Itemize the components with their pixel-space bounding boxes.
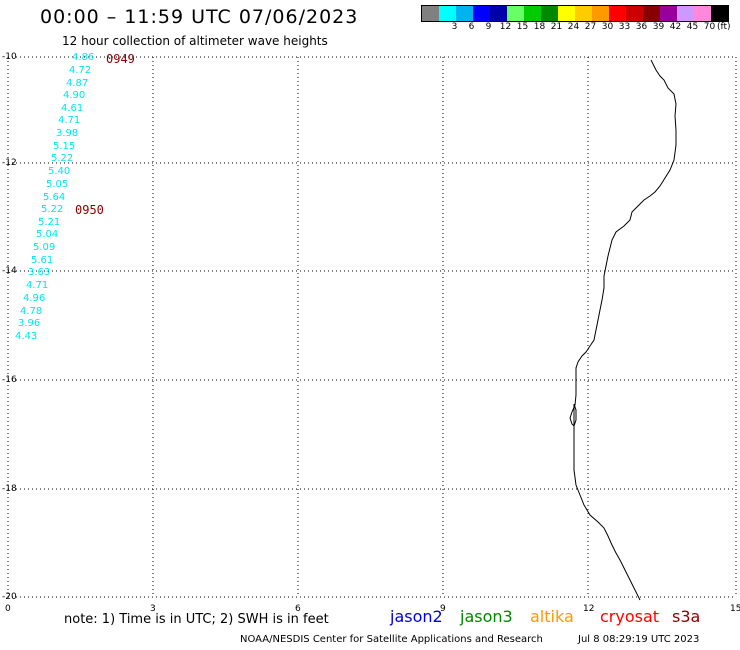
- wave-height-label: 5.09: [33, 242, 56, 253]
- color-scale-label: 12: [499, 22, 512, 32]
- color-scale-swatch: [643, 6, 660, 21]
- wave-height-label: 4.61: [61, 103, 84, 114]
- color-scale-swatch: [711, 6, 728, 21]
- map-title: 00:00 – 11:59 UTC 07/06/2023: [40, 6, 359, 28]
- x-label: 3: [150, 604, 156, 614]
- color-scale-swatch: [609, 6, 626, 21]
- color-scale-swatch: [677, 6, 694, 21]
- wave-height-label: 5.21: [38, 217, 61, 228]
- color-scale-label: 30: [601, 22, 614, 32]
- x-label: 0: [5, 604, 11, 614]
- color-scale-label: 39: [652, 22, 665, 32]
- satellite-legend-altika: altika: [530, 607, 574, 626]
- color-scale-label: 24: [567, 22, 580, 32]
- wave-height-label: 5.40: [48, 166, 71, 177]
- wave-height-label: 4.72: [69, 65, 92, 76]
- map-subtitle: 12 hour collection of altimeter wave hei…: [62, 34, 328, 48]
- color-scale-label: 6: [468, 22, 475, 32]
- wave-height-label: 4.90: [63, 90, 86, 101]
- color-scale-swatch: [439, 6, 456, 21]
- color-scale-swatch: [456, 6, 473, 21]
- credit-text: NOAA/NESDIS Center for Satellite Applica…: [240, 634, 543, 645]
- y-label: -12: [2, 158, 17, 168]
- color-scale-swatch: [507, 6, 524, 21]
- color-scale-swatch: [541, 6, 558, 21]
- grid-lines: [7, 56, 737, 598]
- color-scale-swatch: [558, 6, 575, 21]
- wave-height-label: 4.86: [72, 52, 95, 63]
- wave-height-label: 4.78: [20, 306, 43, 317]
- color-scale-swatch: [660, 6, 677, 21]
- wave-height-label: 3.96: [18, 318, 41, 329]
- wave-height-label: 5.05: [46, 179, 69, 190]
- color-scale-swatch: [422, 6, 439, 21]
- color-scale-label: 3: [451, 22, 458, 32]
- wave-height-label: 3.63: [28, 267, 51, 278]
- color-scale-swatch: [473, 6, 490, 21]
- y-label: -14: [2, 266, 17, 276]
- color-scale-label: 33: [618, 22, 631, 32]
- color-scale-swatch: [524, 6, 541, 21]
- color-scale-label: 15: [516, 22, 529, 32]
- pass-time-marker: 0949: [106, 52, 135, 66]
- wave-height-label: 5.64: [43, 192, 66, 203]
- color-scale-label: 45: [686, 22, 699, 32]
- x-label: 12: [583, 604, 595, 614]
- wave-height-label: 5.22: [41, 204, 64, 215]
- y-label: -10: [2, 52, 17, 62]
- color-scale-label: 27: [584, 22, 597, 32]
- color-scale-label: 70: [703, 22, 716, 32]
- pass-time-marker: 0950: [75, 203, 104, 217]
- color-scale-label: 9: [485, 22, 492, 32]
- color-scale-label: 42: [669, 22, 682, 32]
- color-scale-label: 36: [635, 22, 648, 32]
- y-label: -18: [2, 484, 17, 494]
- wave-height-label: 5.22: [51, 153, 74, 164]
- color-scale-swatch: [694, 6, 711, 21]
- color-scale-label: 18: [533, 22, 546, 32]
- wave-height-label: 4.71: [58, 115, 81, 126]
- wave-height-label: 4.96: [23, 293, 46, 304]
- satellite-legend-cryosat: cryosat: [600, 607, 660, 626]
- color-scale-bar: [421, 5, 729, 22]
- wave-height-label: 5.04: [36, 229, 59, 240]
- wave-height-label: 4.87: [66, 78, 89, 89]
- color-scale-swatch: [490, 6, 507, 21]
- satellite-legend-s3a: s3a: [672, 607, 701, 626]
- x-label: 15: [730, 604, 740, 614]
- color-scale-label: 21: [550, 22, 563, 32]
- wave-height-label: 4.71: [26, 280, 49, 291]
- wave-height-label: 4.43: [15, 331, 38, 342]
- satellite-legend-jason3: jason3: [460, 607, 513, 626]
- generated-timestamp: Jul 8 08:29:19 UTC 2023: [578, 634, 700, 645]
- coastline: [569, 59, 677, 601]
- wave-height-label: 3.98: [56, 128, 79, 139]
- wave-height-label: 5.61: [31, 255, 54, 266]
- color-scale-swatch: [592, 6, 609, 21]
- wave-height-label: 5.15: [53, 141, 76, 152]
- x-label: 6: [295, 604, 301, 614]
- x-label: 9: [440, 604, 446, 614]
- color-scale-swatch: [575, 6, 592, 21]
- satellite-legend-jason2: jason2: [390, 607, 443, 626]
- y-label: -20: [2, 592, 17, 602]
- y-label: -16: [2, 375, 17, 385]
- color-scale-swatch: [626, 6, 643, 21]
- color-scale-unit: (ft): [717, 22, 731, 32]
- footnote: note: 1) Time is in UTC; 2) SWH is in fe…: [64, 612, 329, 627]
